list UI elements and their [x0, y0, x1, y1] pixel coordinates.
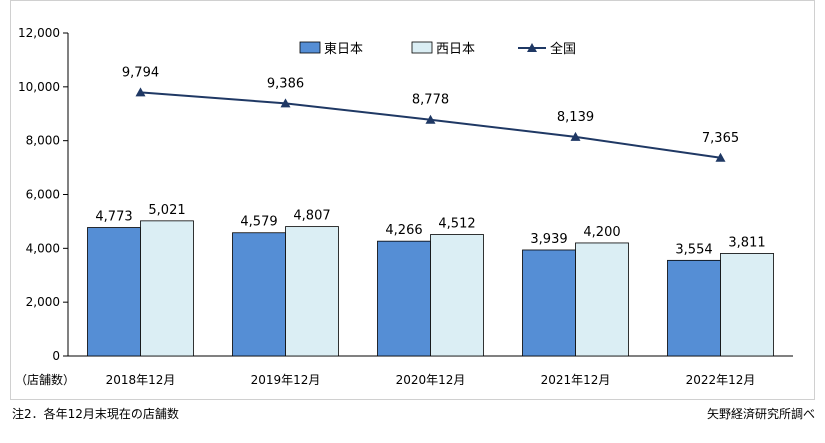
bar-west [285, 226, 339, 357]
legend-swatch-east [299, 41, 321, 54]
bar-west [430, 234, 484, 357]
line-point-marker [570, 131, 581, 141]
legend-label: 東日本 [324, 41, 363, 57]
bar-data-label: 4,579 [240, 215, 277, 230]
bar-data-label: 4,773 [95, 210, 132, 225]
line-data-label: 8,139 [557, 110, 594, 125]
y-tick-label: 8,000 [26, 134, 60, 148]
y-tick-label: 0 [52, 349, 60, 363]
bar-data-label: 4,807 [293, 209, 330, 224]
bar-data-label: 3,939 [530, 232, 567, 247]
x-tick-label: 2022年12月 [686, 373, 756, 387]
line-point-marker [425, 114, 436, 124]
x-tick-label: 2018年12月 [106, 373, 176, 387]
bar-east [87, 227, 141, 357]
bar-data-label: 3,811 [728, 235, 765, 250]
y-tick-label: 6,000 [26, 188, 60, 202]
line-point-marker [135, 87, 146, 97]
bar-west [140, 220, 194, 357]
line-data-label: 9,386 [267, 76, 304, 91]
y-axis-label: （店舗数） [15, 372, 75, 387]
source-credit: 矢野経済研究所調べ [706, 407, 815, 421]
bar-east [232, 232, 286, 357]
line-point-marker [715, 152, 726, 162]
bar-data-label: 3,554 [675, 242, 712, 257]
line-point-marker [280, 98, 291, 108]
legend-swatch-west [411, 41, 433, 54]
chart: 0 2,000 4,000 6,000 8,000 10,000 12,000 （店舗数） 4,… [15, 26, 793, 387]
bar-west [575, 242, 629, 357]
footnote: 注2．各年12月末現在の店舗数 [12, 407, 179, 421]
line-data-label: 8,778 [412, 93, 449, 108]
y-tick-label: 10,000 [18, 80, 60, 94]
y-tick-label: 4,000 [26, 241, 60, 255]
x-tick-label: 2020年12月 [396, 373, 466, 387]
y-tick-label: 2,000 [26, 295, 60, 309]
bar-data-label: 4,200 [583, 225, 620, 240]
bar-west [720, 253, 774, 357]
bar-east [377, 240, 431, 357]
y-tick-label: 12,000 [18, 26, 60, 40]
bar-data-label: 5,021 [148, 203, 185, 218]
bar-data-label: 4,512 [438, 217, 475, 232]
legend-label: 全国 [550, 41, 576, 57]
legend-marker-total [527, 43, 537, 52]
bar-east [522, 249, 576, 357]
bar-east [667, 259, 721, 357]
line-data-label: 7,365 [702, 131, 739, 146]
x-tick-label: 2019年12月 [251, 373, 321, 387]
line-data-label: 9,794 [122, 65, 159, 80]
legend-label: 西日本 [436, 42, 475, 57]
x-tick-label: 2021年12月 [541, 373, 611, 387]
bar-data-label: 4,266 [385, 223, 422, 238]
